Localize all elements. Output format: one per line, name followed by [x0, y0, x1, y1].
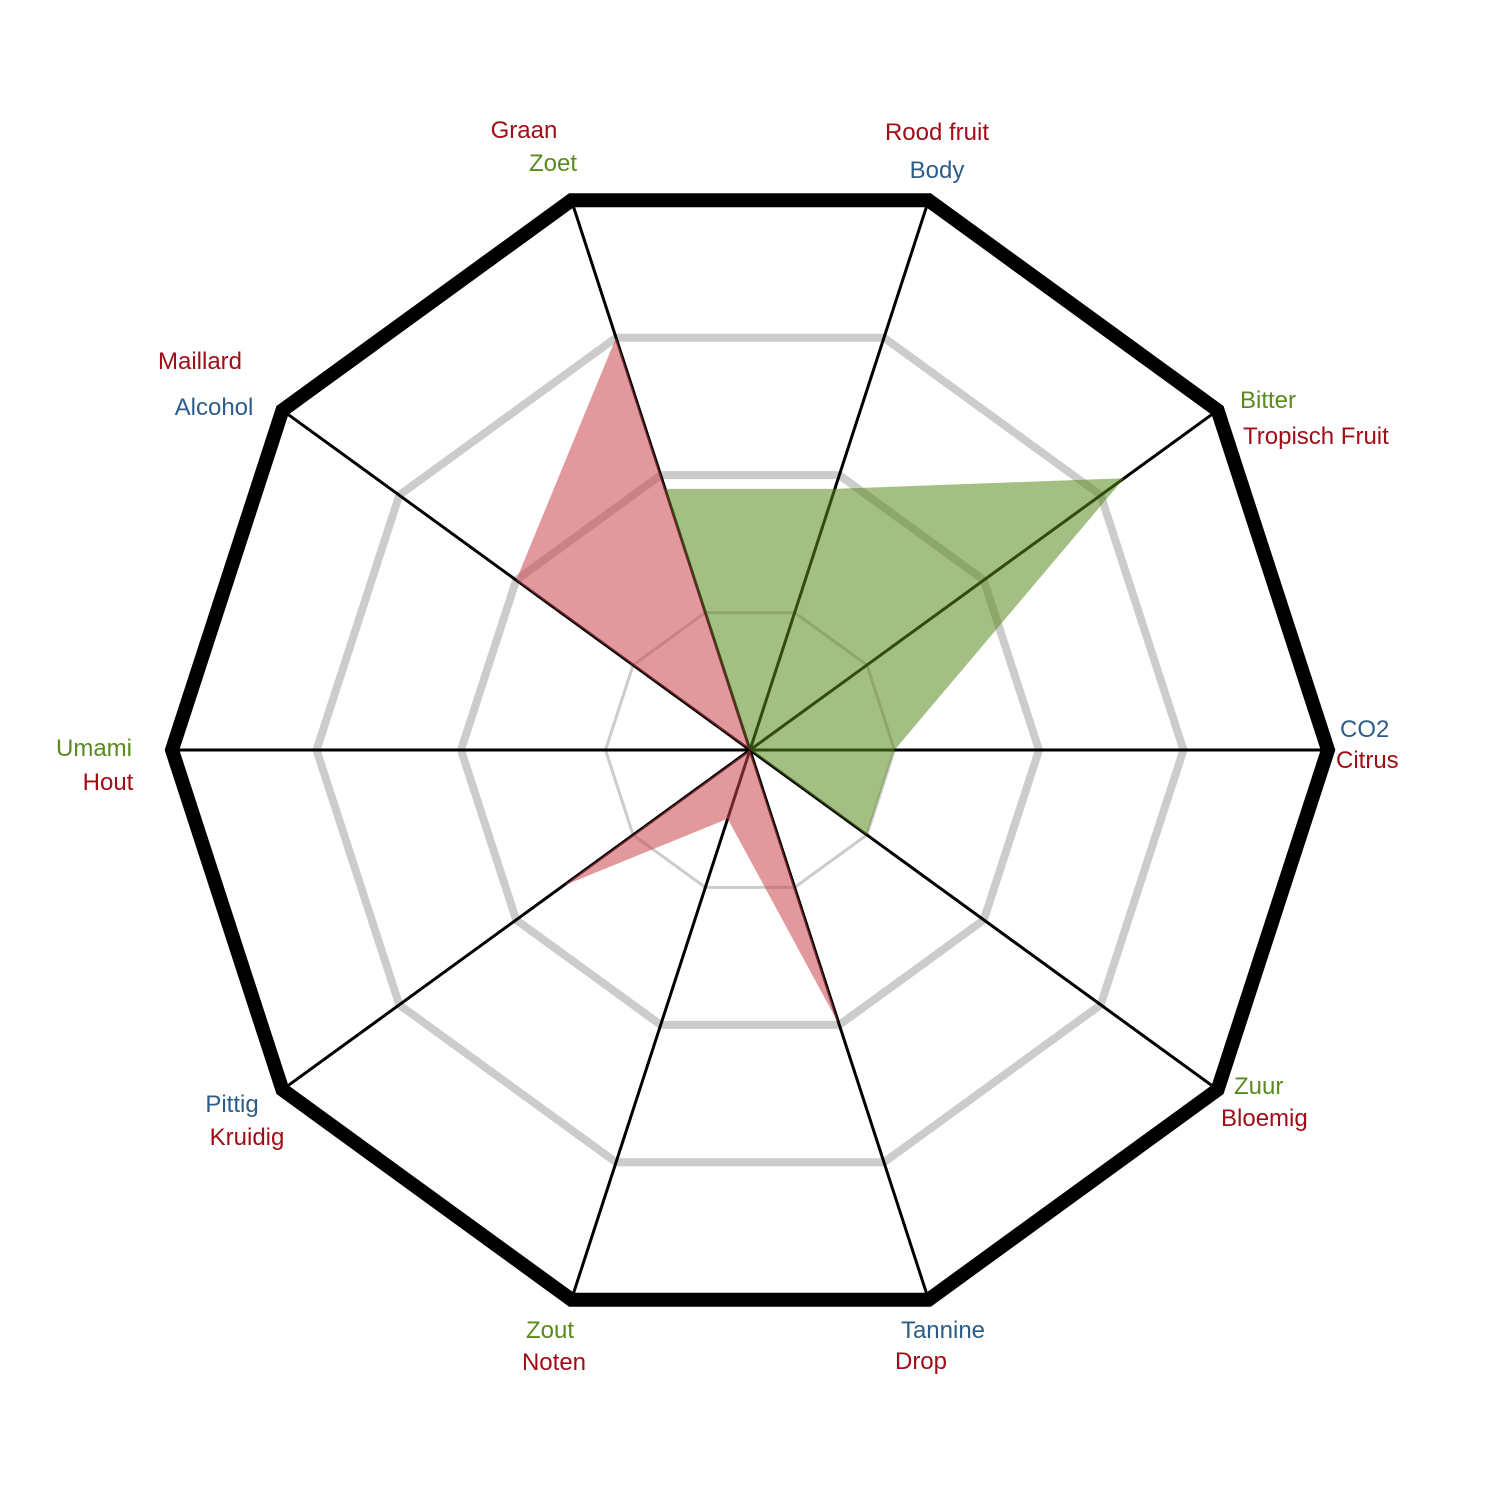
axis-label-3-1: CO2 — [1340, 716, 1389, 743]
series-area-1 — [605, 478, 1125, 835]
axis-label-9-2: Alcohol — [175, 394, 254, 421]
radar-series — [516, 337, 1125, 1025]
axis-label-7-2: Kruidig — [210, 1124, 285, 1151]
axis-label-3-2: Citrus — [1336, 747, 1399, 774]
axis-label-8-1: Umami — [56, 735, 132, 762]
axis-spoke-5 — [748, 749, 931, 1301]
axis-label-1-2: Body — [910, 157, 965, 184]
axis-spoke-4 — [749, 748, 1219, 1091]
axis-label-1-1: Rood fruit — [885, 119, 989, 146]
axis-label-7-1: Pittig — [205, 1091, 258, 1118]
axis-spoke-6 — [569, 749, 752, 1301]
axis-label-2-1: Bitter — [1240, 387, 1296, 414]
axis-label-9-1: Maillard — [158, 348, 242, 375]
series-area-2 — [516, 337, 840, 1025]
axis-label-4-2: Bloemig — [1221, 1105, 1308, 1132]
axis-label-6-1: Zout — [526, 1317, 574, 1344]
axis-label-4-1: Zuur — [1234, 1073, 1283, 1100]
axis-label-2-2: Tropisch Fruit — [1243, 423, 1389, 450]
outer-ring — [164, 193, 1336, 1307]
radar-axis-labels: Rood fruit Body Bitter Tropisch Fruit CO2 Cit… — [56, 117, 1399, 1376]
axis-label-10-2: Zoet — [529, 150, 577, 177]
axis-spoke-9 — [281, 409, 751, 752]
axis-label-6-2: Noten — [522, 1349, 586, 1376]
axis-label-8-2: Hout — [83, 769, 134, 796]
axis-label-5-2: Drop — [895, 1348, 947, 1375]
axis-spoke-7 — [281, 748, 751, 1091]
axis-label-5-1: Tannine — [901, 1317, 985, 1344]
axis-label-10-1: Graan — [491, 117, 558, 144]
axis-spoke-10 — [569, 199, 752, 751]
